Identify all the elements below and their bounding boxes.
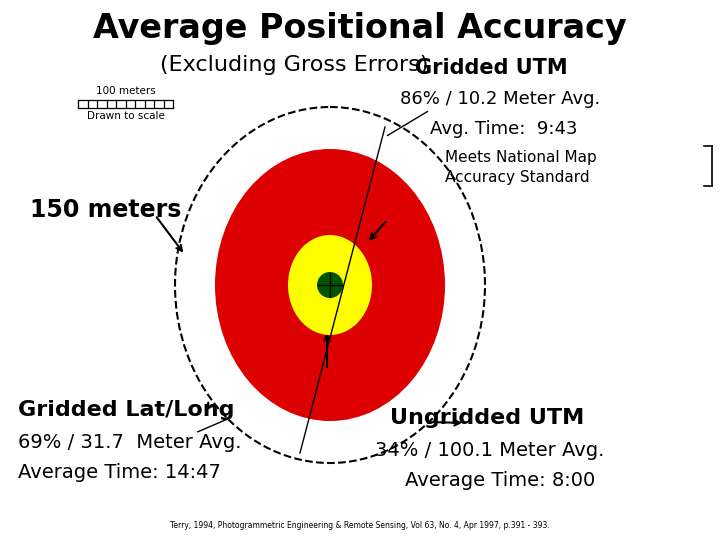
Ellipse shape bbox=[175, 107, 485, 463]
Text: Avg. Time:  9:43: Avg. Time: 9:43 bbox=[430, 120, 577, 138]
Text: Terry, 1994, Photogrammetric Engineering & Remote Sensing, Vol 63, No. 4, Apr 19: Terry, 1994, Photogrammetric Engineering… bbox=[170, 521, 550, 530]
Text: Drawn to scale: Drawn to scale bbox=[86, 111, 164, 121]
Text: Meets National Map: Meets National Map bbox=[445, 150, 597, 165]
Text: 86% / 10.2 Meter Avg.: 86% / 10.2 Meter Avg. bbox=[400, 90, 600, 108]
Text: Average Time: 14:47: Average Time: 14:47 bbox=[18, 463, 221, 482]
Text: 100 meters: 100 meters bbox=[96, 86, 156, 96]
Text: 34% / 100.1 Meter Avg.: 34% / 100.1 Meter Avg. bbox=[375, 441, 604, 460]
Ellipse shape bbox=[215, 149, 445, 421]
Text: 150 meters: 150 meters bbox=[30, 198, 181, 222]
Circle shape bbox=[317, 272, 343, 298]
Text: (Excluding Gross Errors): (Excluding Gross Errors) bbox=[160, 55, 428, 75]
Text: Gridded UTM: Gridded UTM bbox=[415, 58, 567, 78]
Text: 69% / 31.7  Meter Avg.: 69% / 31.7 Meter Avg. bbox=[18, 433, 241, 452]
Text: Accuracy Standard: Accuracy Standard bbox=[445, 170, 590, 185]
Ellipse shape bbox=[288, 235, 372, 335]
Text: Average Positional Accuracy: Average Positional Accuracy bbox=[93, 12, 627, 45]
Text: Gridded Lat/Long: Gridded Lat/Long bbox=[18, 400, 235, 420]
Text: Ungridded UTM: Ungridded UTM bbox=[390, 408, 584, 428]
Text: Average Time: 8:00: Average Time: 8:00 bbox=[405, 471, 595, 490]
